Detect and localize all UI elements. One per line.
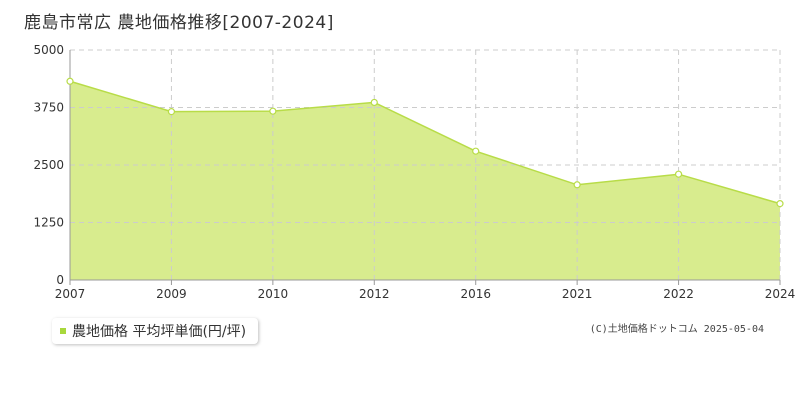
data-point <box>776 200 784 208</box>
data-point <box>167 108 176 116</box>
y-tick-label: 3750 <box>33 101 64 115</box>
series-area <box>70 81 780 280</box>
data-point <box>66 77 74 85</box>
chart-title: 鹿島市常広 農地価格推移[2007-2024] <box>24 13 334 33</box>
legend-marker <box>60 328 66 334</box>
x-tick-label: 2012 <box>359 287 390 301</box>
y-tick-label: 1250 <box>33 216 64 230</box>
data-point <box>370 98 378 107</box>
data-point <box>269 107 277 115</box>
data-point <box>674 170 683 178</box>
credit-text: (C)土地価格ドットコム 2025-05-04 <box>589 324 764 335</box>
x-tick-label: 2022 <box>663 287 694 301</box>
x-tick-label: 2024 <box>765 287 796 301</box>
y-tick-label: 0 <box>56 273 64 287</box>
y-tick-label: 2500 <box>33 158 64 172</box>
x-tick-label: 2016 <box>460 287 491 301</box>
x-tick-label: 2009 <box>156 287 187 301</box>
x-tick-label: 2007 <box>55 287 86 301</box>
data-point <box>472 147 480 155</box>
legend: 農地価格 平均坪単価(円/坪) <box>52 318 259 344</box>
data-point <box>573 181 581 189</box>
x-tick-label: 2021 <box>562 287 593 301</box>
series-line <box>69 80 781 205</box>
legend-label: 農地価格 平均坪単価(円/坪) <box>72 324 247 340</box>
y-tick-label: 5000 <box>33 43 64 57</box>
x-tick-label: 2010 <box>258 287 289 301</box>
